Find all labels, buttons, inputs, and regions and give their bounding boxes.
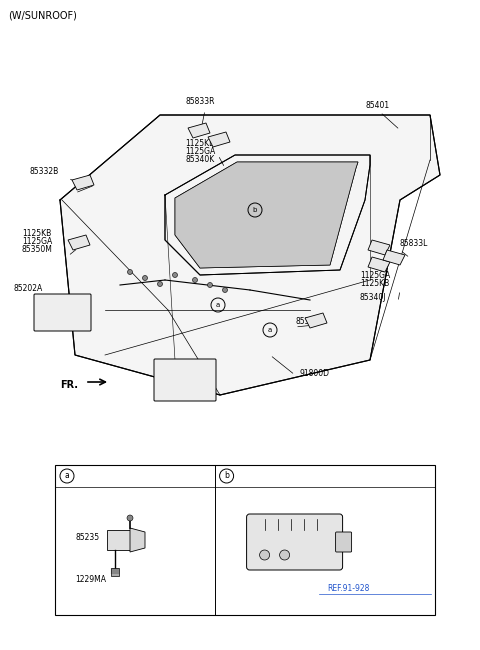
Circle shape: [223, 287, 228, 292]
Text: (W/SUNROOF): (W/SUNROOF): [8, 10, 77, 20]
Text: 85340K: 85340K: [185, 155, 214, 164]
Circle shape: [192, 278, 197, 283]
Text: 85340J: 85340J: [360, 293, 386, 302]
FancyBboxPatch shape: [336, 532, 351, 552]
Circle shape: [128, 270, 132, 274]
Text: 85201A: 85201A: [155, 359, 184, 368]
Text: 85235: 85235: [75, 532, 99, 541]
Text: 85202A: 85202A: [14, 284, 43, 293]
Circle shape: [207, 283, 213, 287]
Text: a: a: [268, 327, 272, 333]
Text: 85332B: 85332B: [30, 167, 59, 176]
Polygon shape: [60, 115, 440, 395]
Text: 85350M: 85350M: [22, 245, 53, 254]
Circle shape: [127, 515, 133, 521]
Text: 85325D: 85325D: [295, 317, 325, 326]
Bar: [55, 465, 435, 615]
FancyBboxPatch shape: [154, 359, 216, 401]
Text: a: a: [216, 302, 220, 308]
Text: FR.: FR.: [60, 380, 78, 390]
Polygon shape: [305, 313, 327, 328]
Polygon shape: [130, 528, 145, 552]
Text: 1125KB: 1125KB: [22, 229, 51, 238]
Text: 85833L: 85833L: [400, 239, 428, 248]
Text: 1125KB: 1125KB: [185, 139, 214, 148]
Polygon shape: [111, 568, 119, 576]
Circle shape: [279, 550, 289, 560]
Circle shape: [172, 272, 178, 278]
Circle shape: [143, 276, 147, 281]
Polygon shape: [208, 132, 230, 147]
Polygon shape: [368, 240, 390, 255]
Text: b: b: [224, 471, 229, 480]
Text: 1125GA: 1125GA: [22, 237, 52, 246]
Circle shape: [157, 281, 163, 287]
Text: REF.91-928: REF.91-928: [327, 584, 370, 593]
Text: 1125GA: 1125GA: [360, 271, 390, 280]
Polygon shape: [368, 257, 390, 272]
Text: 1229MA: 1229MA: [75, 575, 106, 584]
Polygon shape: [383, 250, 405, 265]
Text: 1125KB: 1125KB: [360, 279, 389, 288]
Polygon shape: [175, 162, 358, 268]
Polygon shape: [175, 162, 358, 268]
FancyBboxPatch shape: [247, 514, 343, 570]
Text: a: a: [65, 471, 70, 480]
Text: 85401: 85401: [365, 101, 389, 110]
Text: 91800D: 91800D: [300, 369, 330, 378]
FancyBboxPatch shape: [34, 294, 91, 331]
Polygon shape: [68, 235, 90, 250]
Polygon shape: [188, 123, 210, 138]
Text: 85833R: 85833R: [185, 97, 215, 106]
Polygon shape: [72, 175, 94, 190]
Circle shape: [260, 550, 270, 560]
Text: 1125GA: 1125GA: [185, 147, 215, 156]
Text: b: b: [253, 207, 257, 213]
Polygon shape: [107, 530, 130, 550]
